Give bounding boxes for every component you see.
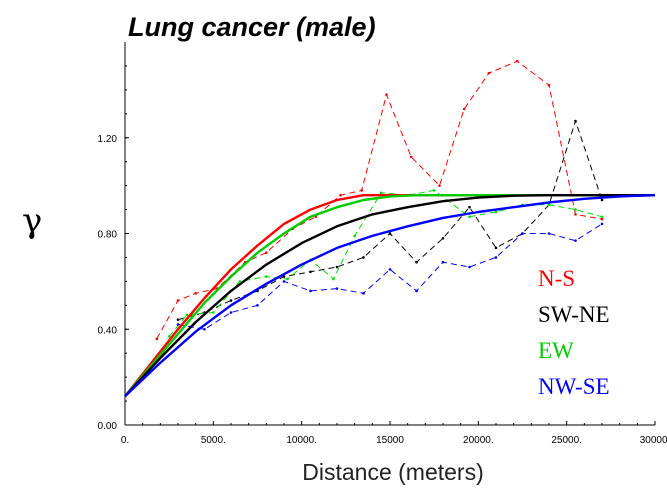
data-point-n-s [194, 292, 197, 295]
data-point-nw-se [335, 287, 339, 290]
data-point-sw-ne [282, 275, 286, 278]
x-tick-label: 25000. [551, 435, 582, 446]
data-point-n-s [574, 213, 577, 216]
data-point-n-s [487, 71, 491, 75]
data-point-ew [332, 277, 335, 281]
data-point-ew [167, 335, 171, 338]
series-line-ew-model [124, 193, 655, 398]
data-point-ew [574, 208, 577, 211]
x-axis-label: Distance (meters) [302, 459, 483, 485]
legend-entry: SW-NE [538, 302, 610, 327]
data-point-nw-se [388, 268, 392, 271]
data-point-ew [432, 189, 436, 192]
data-point-ew [238, 280, 242, 283]
data-point-sw-ne [415, 260, 418, 264]
data-point-ew [286, 277, 289, 281]
series-line-nw-se-empirical [177, 223, 603, 330]
data-point-nw-se [256, 304, 259, 307]
legend-entry: N-S [538, 266, 575, 291]
x-tick-label: 30000. [640, 435, 667, 446]
data-point-sw-ne [229, 299, 233, 302]
data-point-n-s [155, 337, 159, 341]
data-point-ew [468, 215, 471, 219]
series-line-sw-ne-model [124, 193, 655, 398]
data-point-nw-se [362, 292, 365, 295]
data-point-ew [185, 313, 189, 317]
data-point-sw-ne [574, 119, 577, 123]
y-tick-label: 0.80 [98, 230, 118, 241]
y-axis-label: γ [22, 201, 42, 241]
data-point-nw-se [309, 289, 312, 293]
x-tick-label: 10000. [286, 435, 317, 446]
y-tick-label: 0.00 [98, 421, 118, 432]
data-point-sw-ne [494, 246, 498, 250]
data-point-sw-ne [468, 205, 471, 209]
data-point-sw-ne [335, 265, 339, 269]
series-layer [124, 59, 656, 398]
data-point-n-s [385, 93, 388, 96]
x-tick-label: 20000. [463, 435, 494, 446]
chart-title: Lung cancer (male) [128, 12, 376, 42]
data-point-ew [353, 234, 356, 238]
data-point-ew [547, 203, 551, 207]
data-point-nw-se [494, 256, 498, 259]
y-tick-label: 1.20 [98, 134, 118, 145]
series-line-n-s-model [124, 193, 655, 398]
data-point-nw-se [547, 232, 551, 235]
data-point-nw-se [203, 327, 206, 331]
data-point-ew [212, 311, 215, 314]
data-point-n-s [462, 107, 466, 111]
axis-ticks: 0. 5000. 10000. 15000 20000. 25000. 30000. 0.00… [98, 65, 667, 446]
data-point-n-s [515, 59, 519, 63]
data-point-nw-se [176, 323, 180, 326]
data-point-n-s [547, 83, 551, 87]
data-point-ew [265, 275, 268, 278]
data-point-n-s [265, 251, 268, 254]
x-tick-label: 15000 [376, 435, 404, 446]
data-point-n-s [360, 189, 364, 192]
legend-entry: NW-SE [538, 374, 610, 399]
data-point-nw-se [229, 311, 233, 314]
x-tick-label: 0. [121, 435, 129, 446]
legend: N-S SW-NE EW NW-SE [538, 266, 610, 399]
legend-entry: EW [538, 338, 574, 363]
data-point-sw-ne [309, 270, 312, 274]
series-line-nw-se-model [124, 194, 656, 398]
data-point-n-s [339, 193, 342, 197]
data-point-n-s [438, 184, 441, 187]
data-point-ew [494, 210, 498, 214]
data-point-n-s [600, 217, 604, 221]
data-point-nw-se [521, 232, 524, 235]
data-point-n-s [176, 299, 180, 302]
data-point-sw-ne [362, 256, 365, 259]
data-point-sw-ne [176, 318, 180, 321]
data-point-sw-ne [388, 232, 392, 235]
y-tick-label: 0.40 [98, 325, 118, 336]
data-point-nw-se [574, 239, 577, 242]
data-point-sw-ne [600, 198, 604, 202]
data-point-nw-se [441, 260, 445, 264]
data-point-nw-se [282, 280, 286, 283]
data-point-nw-se [468, 265, 471, 269]
data-point-sw-ne [441, 236, 445, 240]
data-point-ew [600, 215, 604, 219]
data-point-nw-se [600, 222, 604, 226]
data-point-n-s [409, 155, 413, 159]
x-tick-label: 5000. [201, 435, 226, 446]
data-point-nw-se [415, 289, 418, 293]
data-point-ew [379, 191, 383, 195]
